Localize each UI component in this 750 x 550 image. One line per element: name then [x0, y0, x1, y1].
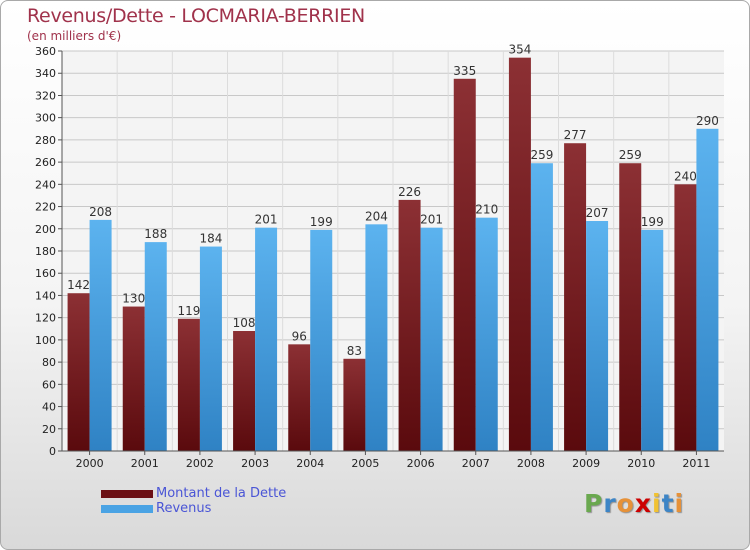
data-label-revenus: 207 [586, 206, 609, 220]
bar-dette [177, 318, 200, 451]
data-label-revenus: 201 [420, 213, 443, 227]
data-label-dette: 96 [292, 329, 307, 343]
axes: 0 20 40 60 80 100 120 140 160 180 200 220 240 260 280 3… [35, 45, 724, 470]
bar-dette [233, 331, 256, 451]
data-label-dette: 119 [177, 304, 200, 318]
bar-revenus [696, 128, 719, 451]
y-tick-label: 80 [42, 356, 56, 369]
y-tick-label: 240 [35, 178, 56, 191]
x-tick-label: 2011 [682, 457, 710, 470]
bar-revenus [530, 163, 553, 451]
logo-letter: r [603, 489, 617, 518]
bar-dette [122, 306, 145, 451]
x-tick-label: 2005 [351, 457, 379, 470]
bar-revenus [255, 227, 278, 451]
y-tick-label: 120 [35, 312, 56, 325]
data-label-revenus: 184 [199, 232, 222, 246]
grid-lines [61, 50, 724, 452]
data-label-revenus: 208 [89, 205, 112, 219]
bar-revenus [475, 217, 498, 451]
x-tick-label: 2010 [627, 457, 655, 470]
legend-swatch-dette [101, 490, 153, 498]
y-tick-label: 100 [35, 334, 56, 347]
logo-letter: o [616, 489, 635, 518]
logo-letter: x [634, 489, 652, 518]
bar-dette [398, 199, 421, 451]
bar-dette [564, 143, 587, 451]
y-tick-label: 320 [35, 89, 56, 102]
bar-dette [343, 358, 366, 451]
data-label-dette: 354 [508, 43, 531, 57]
data-label-revenus: 210 [475, 203, 498, 217]
data-label-revenus: 201 [255, 213, 278, 227]
data-label-revenus: 199 [641, 215, 664, 229]
legend-label-revenus: Revenus [156, 501, 212, 516]
bars: 142 208 130 188 119 184 108 201 96 199 83 204 226 201… [67, 43, 719, 452]
x-tick-label: 2003 [241, 457, 269, 470]
bar-revenus [310, 229, 333, 451]
bar-revenus [365, 224, 388, 451]
y-tick-label: 0 [49, 445, 56, 458]
y-tick-label: 60 [42, 378, 56, 391]
data-label-revenus: 188 [144, 227, 167, 241]
bar-dette [453, 78, 476, 452]
data-label-dette: 83 [347, 344, 362, 358]
y-tick-label: 200 [35, 223, 56, 236]
y-tick-label: 20 [42, 423, 56, 436]
y-tick-label: 140 [35, 289, 56, 302]
x-tick-label: 2007 [462, 457, 490, 470]
x-tick-label: 2004 [296, 457, 324, 470]
bar-dette [288, 344, 311, 451]
data-label-revenus: 204 [365, 209, 388, 223]
proxiti-logo: Proxiti [584, 489, 684, 518]
logo-letter: i [674, 489, 685, 518]
bar-dette [619, 163, 642, 451]
data-label-revenus: 199 [310, 215, 333, 229]
legend-label-dette: Montant de la Dette [156, 486, 287, 501]
data-label-dette: 130 [122, 292, 145, 306]
bar-revenus [420, 227, 443, 451]
x-tick-label: 2002 [186, 457, 214, 470]
chart-title: Revenus/Dette - LOCMARIA-BERRIEN [27, 5, 365, 27]
y-tick-label: 280 [35, 134, 56, 147]
bar-dette [67, 293, 90, 451]
data-label-dette: 335 [453, 64, 476, 78]
bar-revenus [586, 221, 609, 451]
data-label-dette: 108 [233, 316, 256, 330]
logo-letter: i [652, 489, 662, 518]
y-tick-label: 300 [35, 112, 56, 125]
x-tick-label: 2006 [407, 457, 435, 470]
y-tick-label: 340 [35, 67, 56, 80]
bar-dette [508, 57, 531, 452]
chart-subtitle: (en milliers d'€) [27, 29, 122, 43]
x-tick-label: 2008 [517, 457, 545, 470]
y-tick-label: 160 [35, 267, 56, 280]
data-label-revenus: 290 [696, 114, 719, 128]
bar-revenus [89, 219, 112, 451]
data-label-dette: 277 [564, 128, 587, 142]
logo-letter: P [584, 489, 604, 518]
y-tick-label: 40 [42, 401, 56, 414]
x-tick-label: 2009 [572, 457, 600, 470]
legend-swatch-revenus [101, 505, 153, 513]
data-label-dette: 259 [619, 148, 642, 162]
x-tick-label: 2001 [131, 457, 159, 470]
data-label-dette: 226 [398, 185, 421, 199]
bar-revenus [144, 242, 167, 451]
x-tick-label: 2000 [76, 457, 104, 470]
bar-revenus [199, 246, 222, 451]
data-label-dette: 142 [67, 278, 90, 292]
data-label-dette: 240 [674, 169, 697, 183]
data-label-revenus: 259 [530, 148, 553, 162]
y-tick-label: 180 [35, 245, 56, 258]
y-tick-label: 260 [35, 156, 56, 169]
logo-letter: t [661, 489, 675, 518]
y-tick-label: 220 [35, 201, 56, 214]
bar-revenus [641, 229, 664, 451]
bar-dette [674, 184, 697, 452]
y-tick-label: 360 [35, 45, 56, 58]
